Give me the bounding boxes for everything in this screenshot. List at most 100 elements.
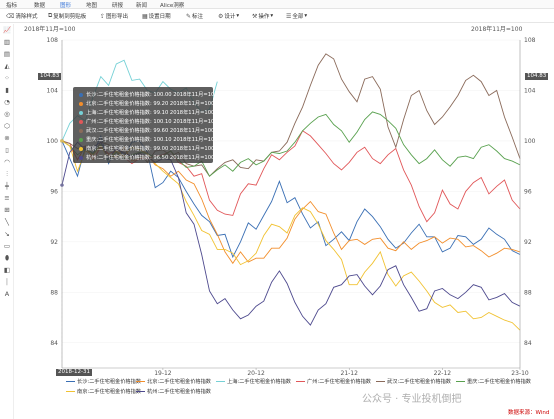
- histogram-icon[interactable]: ▮: [5, 86, 9, 94]
- legend-swatch: [66, 380, 75, 383]
- operate-button[interactable]: ⚒ 操作 ▾: [252, 12, 274, 21]
- x-tick-label: 22-12: [434, 370, 452, 377]
- tooltip-row: 武汉:二手住宅租金价格指数: 99.60 2018年11月=100: [79, 127, 214, 134]
- menu-bar: 指标 数据 图形 地图 研报 新闻 Alice洞察: [0, 0, 554, 9]
- legend-swatch: [456, 380, 465, 383]
- chart-legend: 长沙:二手住宅租金价格指数 北京:二手住宅租金价格指数 上海:二手住宅租金价格指…: [14, 378, 554, 404]
- y-right-axis-label: 2018年11月=100: [471, 25, 523, 33]
- stacked-bar-icon[interactable]: ▤: [3, 50, 11, 58]
- legend-swatch: [136, 390, 145, 393]
- annotate-button[interactable]: ✎ 标注: [186, 12, 204, 21]
- tooltip-row: 广州:二手住宅租金价格指数: 100.10 2018年11月=100: [79, 118, 218, 125]
- tooltip-row: 重庆:二手住宅租金价格指数: 100.10 2018年11月=100: [79, 136, 218, 143]
- bubble-chart-icon[interactable]: ⊚: [4, 134, 10, 142]
- radar-chart-icon[interactable]: ⬡: [4, 122, 10, 130]
- watermark: 公众号 · 专业投机倒把: [362, 394, 462, 405]
- chevron-down-icon: ▾: [304, 13, 308, 19]
- legend-dot-icon: [79, 146, 83, 151]
- y-left-tick-label: 100: [47, 138, 59, 145]
- y-left-tick-label: 104: [47, 87, 59, 94]
- y-left-tick-label: 108: [47, 37, 59, 44]
- legend-swatch: [216, 380, 225, 383]
- legend-swatch: [296, 380, 305, 383]
- export-button[interactable]: ⇪ 图形导出: [100, 12, 129, 21]
- left-cursor-value-badge: 104.83: [38, 73, 62, 80]
- legend-item-nanjing[interactable]: 南京:二手住宅租金价格指数: [66, 388, 141, 395]
- menu-item-chart[interactable]: 图形: [60, 3, 72, 9]
- vertical-line-icon[interactable]: ⏐: [5, 278, 9, 286]
- menu-item-map[interactable]: 地图: [86, 3, 98, 9]
- legend-dot-icon: [79, 92, 83, 97]
- donut-chart-icon[interactable]: ◎: [4, 110, 10, 118]
- legend-dot-icon: [79, 128, 83, 133]
- chevron-down-icon: ▾: [270, 13, 274, 19]
- list-icon[interactable]: ≡: [4, 194, 10, 202]
- area-chart-icon[interactable]: ◭: [4, 62, 10, 70]
- copy-format-button[interactable]: ⧉ 复制到剪贴板: [48, 12, 87, 20]
- series-line: [61, 141, 521, 326]
- series-line: [61, 140, 521, 331]
- pie-chart-icon[interactable]: ◔: [4, 98, 10, 106]
- menu-item-report[interactable]: 研报: [112, 3, 124, 9]
- all-button[interactable]: ☰ 全部 ▾: [286, 12, 308, 21]
- legend-swatch: [376, 380, 385, 383]
- line-tool-icon[interactable]: ╲: [5, 218, 9, 226]
- y-right-tick-label: 104: [524, 87, 536, 94]
- copy-icon: ⧉: [48, 12, 53, 19]
- legend-item-chongqing[interactable]: 重庆:二手住宅租金价格指数: [456, 378, 531, 385]
- scatter-chart-icon[interactable]: ⁘: [4, 74, 10, 82]
- legend-swatch: [136, 380, 145, 383]
- fill-tool-icon[interactable]: ◧: [3, 266, 11, 274]
- right-cursor-value-badge: 104.83: [525, 73, 549, 80]
- rectangle-tool-icon[interactable]: ▭: [3, 242, 11, 250]
- legend-swatch: [66, 390, 75, 393]
- layers-icon: ☰: [286, 12, 292, 20]
- x-tick-label: 23-10: [511, 370, 529, 377]
- ellipse-tool-icon[interactable]: ⬮: [4, 254, 10, 262]
- tooltip-row: 北京:二手住宅租金价格指数: 99.20 2018年11月=100: [79, 100, 214, 107]
- legend-dot-icon: [79, 155, 83, 160]
- data-source: 数据来源：Wind: [508, 410, 550, 416]
- bar-chart-icon[interactable]: ▥: [3, 38, 11, 46]
- legend-item-shanghai[interactable]: 上海:二手住宅租金价格指数: [216, 378, 291, 385]
- legend-item-wuhan[interactable]: 武汉:二手住宅租金价格指数: [376, 378, 451, 385]
- chart-toolbar: ⌫ 清除样式 ⧉ 复制到剪贴板 ⇪ 图形导出 ▦ 设置日期 ✎ 标注 ⚙ 设计 ▾ ⚒ 操作 ▾ …: [0, 9, 554, 23]
- eraser-icon: ⌫: [6, 12, 15, 20]
- arrow-tool-icon[interactable]: ↘: [4, 230, 10, 238]
- gear-icon: ⚙: [218, 12, 224, 20]
- legend-dot-icon: [79, 137, 83, 142]
- legend-dot-icon: [79, 119, 83, 124]
- text-tool-icon[interactable]: A: [4, 290, 10, 298]
- legend-item-beijing[interactable]: 北京:二手住宅租金价格指数: [136, 378, 211, 385]
- gauge-icon[interactable]: ◠: [4, 158, 10, 166]
- start-date-badge: 2018-12-31: [56, 369, 92, 376]
- line-chart-icon[interactable]: 📈: [3, 26, 12, 34]
- legend-dot-icon: [79, 110, 83, 115]
- export-icon: ⇪: [100, 12, 106, 20]
- design-button[interactable]: ⚙ 设计 ▾: [218, 12, 240, 21]
- legend-item-guangzhou[interactable]: 广州:二手住宅租金价格指数: [296, 378, 371, 385]
- y-left-tick-label: 84: [50, 340, 58, 347]
- legend-item-changsha[interactable]: 长沙:二手住宅租金价格指数: [66, 378, 141, 385]
- menu-item-data[interactable]: 数据: [34, 3, 46, 9]
- menu-item-news[interactable]: 新闻: [136, 3, 148, 9]
- y-right-tick-label: 92: [524, 239, 532, 246]
- menu-item-indicator[interactable]: 指标: [6, 3, 18, 9]
- set-date-button[interactable]: ▦ 设置日期: [142, 12, 171, 21]
- combo-chart-icon[interactable]: ⫶: [6, 170, 8, 178]
- clear-style-button[interactable]: ⌫ 清除样式: [6, 12, 38, 21]
- column-chart-icon[interactable]: ▯: [5, 146, 9, 154]
- x-tick-label: 20-12: [247, 370, 265, 377]
- chart-axes: 84 84 88 88 92 92 96 96 100 100 104 104 108 108 19-12 2…: [47, 37, 536, 377]
- y-right-tick-label: 100: [524, 138, 536, 145]
- legend-item-hangzhou[interactable]: 杭州:二手住宅租金价格指数: [136, 388, 211, 395]
- tooltip-row: 杭州:二手住宅租金价格指数: 96.50 2018年11月=100: [79, 154, 214, 161]
- candlestick-icon[interactable]: ╪: [5, 182, 9, 190]
- chart-grid: [62, 39, 520, 344]
- annotate-icon: ✎: [186, 12, 192, 20]
- menu-item-alice[interactable]: Alice洞察: [160, 3, 185, 9]
- data-tooltip: 长沙:二手住宅租金价格指数: 100.00 2018年11月=100 北京:二手…: [73, 87, 218, 163]
- y-left-axis-label: 2018年11月=100: [24, 25, 76, 33]
- table-icon[interactable]: ⊞: [4, 206, 10, 214]
